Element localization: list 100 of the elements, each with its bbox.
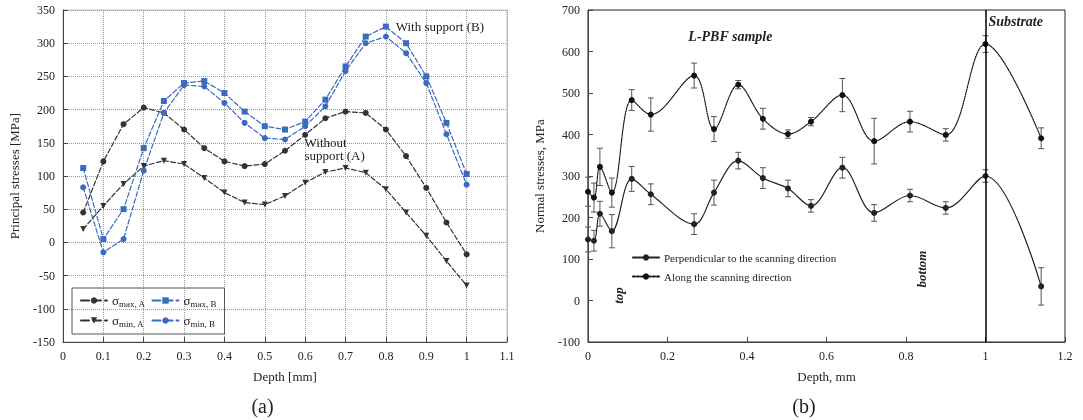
point bbox=[261, 161, 268, 168]
x-tick-label: 0.5 bbox=[257, 349, 273, 363]
point bbox=[608, 228, 615, 235]
y-tick-label: 200 bbox=[37, 102, 55, 117]
point bbox=[871, 138, 878, 145]
point bbox=[282, 147, 288, 154]
x-tick-label: 0 bbox=[60, 349, 66, 363]
y-tick-label: -150 bbox=[33, 335, 55, 349]
x-tick-label: 0.8 bbox=[378, 349, 394, 363]
y-tick-label: 100 bbox=[562, 252, 580, 266]
x-axis-title: Depth [mm] bbox=[253, 369, 317, 384]
y-tick-label: 300 bbox=[562, 169, 580, 183]
y-tick-label: 400 bbox=[562, 127, 580, 142]
annotation: Without support (A) bbox=[304, 135, 365, 164]
point bbox=[201, 174, 208, 181]
x-tick-label: 0.9 bbox=[418, 349, 434, 363]
point bbox=[711, 189, 718, 196]
point bbox=[140, 167, 147, 174]
point bbox=[201, 78, 208, 85]
point bbox=[160, 97, 167, 104]
text: (a) bbox=[251, 395, 274, 418]
point bbox=[628, 175, 635, 182]
point bbox=[691, 221, 698, 228]
point bbox=[282, 136, 288, 143]
y-tick-label: 250 bbox=[37, 69, 55, 84]
x-tick-label: 0.2 bbox=[660, 349, 675, 363]
point bbox=[463, 171, 470, 178]
x-tick-label: 1.2 bbox=[1057, 349, 1073, 363]
point bbox=[80, 184, 87, 191]
point bbox=[403, 50, 410, 57]
x-tick-label: 0.4 bbox=[216, 349, 232, 363]
point bbox=[759, 115, 766, 122]
point bbox=[808, 202, 814, 209]
point bbox=[784, 185, 791, 192]
ref-line-label: Substrate bbox=[988, 13, 1043, 29]
text: (b) bbox=[792, 395, 816, 418]
x-tick-label: 0.7 bbox=[338, 349, 354, 363]
point bbox=[942, 131, 949, 138]
point bbox=[181, 161, 188, 168]
y-tick-label: 200 bbox=[562, 210, 580, 225]
x-tick-label: 0.6 bbox=[297, 349, 313, 363]
point bbox=[221, 90, 228, 96]
point bbox=[1038, 135, 1045, 142]
point bbox=[120, 121, 127, 128]
point bbox=[120, 236, 127, 243]
x-tick-label: 0 bbox=[585, 349, 591, 363]
point bbox=[647, 191, 654, 198]
point bbox=[282, 192, 288, 199]
point bbox=[160, 157, 167, 164]
point bbox=[362, 33, 369, 40]
y-tick-label: -50 bbox=[39, 268, 55, 283]
point bbox=[261, 123, 268, 130]
point bbox=[691, 72, 698, 79]
point bbox=[443, 119, 450, 126]
point bbox=[403, 153, 410, 160]
point bbox=[423, 80, 430, 87]
point bbox=[80, 226, 87, 233]
point bbox=[463, 251, 470, 258]
point bbox=[322, 103, 329, 110]
point bbox=[585, 236, 591, 243]
point bbox=[403, 40, 410, 47]
point bbox=[759, 175, 766, 182]
y-tick-label: -100 bbox=[33, 301, 55, 316]
point bbox=[100, 249, 107, 256]
x-tick-label: 0.6 bbox=[819, 349, 834, 363]
point bbox=[342, 63, 349, 70]
y-tick-label: 0 bbox=[574, 293, 580, 308]
x-tick-label: 0.1 bbox=[95, 349, 111, 363]
point bbox=[322, 115, 329, 122]
y-tick-label: -100 bbox=[558, 335, 580, 349]
point bbox=[839, 92, 846, 99]
point bbox=[241, 108, 248, 115]
y-tick-label: 150 bbox=[37, 135, 55, 150]
point bbox=[585, 188, 591, 195]
point bbox=[140, 145, 147, 152]
point bbox=[282, 126, 288, 133]
point bbox=[302, 131, 309, 138]
point bbox=[608, 189, 615, 196]
y-tick-label: 700 bbox=[562, 3, 580, 17]
point bbox=[362, 109, 369, 116]
x-tick-label: 1.1 bbox=[499, 349, 515, 363]
point bbox=[382, 23, 389, 30]
point bbox=[906, 118, 913, 125]
legend-label: Perpendicular to the scanning direction bbox=[664, 251, 837, 264]
point bbox=[80, 165, 87, 172]
point bbox=[382, 33, 389, 40]
point bbox=[711, 126, 718, 133]
annotation: With support (B) bbox=[395, 19, 485, 35]
point bbox=[80, 209, 87, 216]
point bbox=[839, 164, 846, 171]
point bbox=[120, 206, 127, 213]
y-tick-label: 600 bbox=[562, 44, 580, 59]
y-tick-label: 50 bbox=[43, 202, 55, 217]
point bbox=[100, 158, 107, 165]
point bbox=[120, 180, 127, 187]
point bbox=[241, 163, 248, 170]
point bbox=[443, 257, 450, 264]
y-axis-title: Principal stresses [MPa] bbox=[7, 112, 22, 240]
point bbox=[342, 108, 349, 115]
y-tick-label: 0 bbox=[49, 235, 55, 250]
